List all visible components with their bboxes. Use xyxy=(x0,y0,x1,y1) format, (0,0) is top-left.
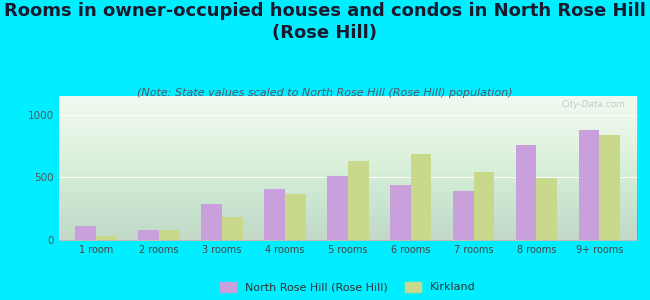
Bar xyxy=(411,154,432,240)
Text: City-Data.com: City-Data.com xyxy=(562,100,625,109)
Bar xyxy=(264,189,285,240)
Bar xyxy=(202,204,222,240)
Legend: North Rose Hill (Rose Hill), Kirkland: North Rose Hill (Rose Hill), Kirkland xyxy=(215,277,480,297)
Bar xyxy=(96,236,117,240)
Bar xyxy=(222,217,242,240)
Text: Rooms in owner-occupied houses and condos in North Rose Hill
(Rose Hill): Rooms in owner-occupied houses and condo… xyxy=(4,2,646,42)
Bar xyxy=(390,185,411,240)
Bar xyxy=(348,161,369,240)
Bar xyxy=(159,230,180,240)
Bar xyxy=(578,130,599,240)
Bar xyxy=(473,172,494,240)
Bar xyxy=(138,230,159,240)
Bar xyxy=(453,191,473,240)
Text: (Note: State values scaled to North Rose Hill (Rose Hill) population): (Note: State values scaled to North Rose… xyxy=(137,88,513,98)
Bar xyxy=(599,135,620,240)
Bar xyxy=(515,145,536,240)
Bar xyxy=(327,176,348,240)
Bar xyxy=(285,194,306,240)
Bar xyxy=(536,178,557,240)
Bar xyxy=(75,226,96,240)
